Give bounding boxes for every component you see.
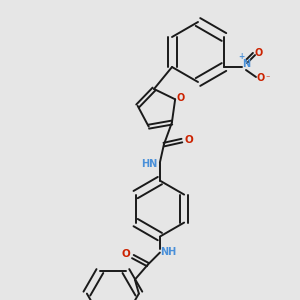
Text: +: + xyxy=(238,52,244,62)
Text: N: N xyxy=(242,59,250,69)
Text: HN: HN xyxy=(141,159,157,169)
Text: NH: NH xyxy=(160,247,176,256)
Text: O: O xyxy=(122,249,130,259)
Text: O: O xyxy=(255,48,263,58)
Text: O: O xyxy=(257,73,265,83)
Text: O: O xyxy=(184,135,193,145)
Text: ⁻: ⁻ xyxy=(266,74,270,82)
Text: O: O xyxy=(176,93,184,103)
